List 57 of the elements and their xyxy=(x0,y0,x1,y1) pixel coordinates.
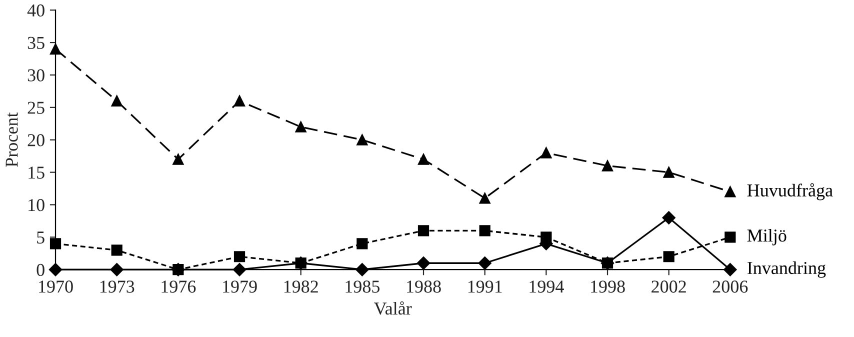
point xyxy=(295,121,306,132)
point xyxy=(540,147,552,158)
x-tick-label: 1985 xyxy=(346,280,380,293)
point xyxy=(478,256,492,270)
point xyxy=(663,166,674,178)
y-tick-label: 15 xyxy=(28,166,44,179)
point xyxy=(356,134,368,146)
point xyxy=(356,263,369,276)
y-tick-label: 20 xyxy=(28,134,44,146)
point xyxy=(111,95,122,106)
y-tick-label: 25 xyxy=(28,102,44,114)
y-tick-label: 10 xyxy=(28,198,44,212)
series-label: Invandring xyxy=(747,261,826,278)
point xyxy=(356,238,368,250)
point xyxy=(663,251,674,262)
x-tick-label: 1976 xyxy=(162,280,196,293)
point xyxy=(50,43,62,55)
point xyxy=(479,225,490,236)
point xyxy=(418,154,430,165)
point xyxy=(479,192,490,204)
point xyxy=(540,232,552,243)
y-tick-label: 35 xyxy=(28,36,44,49)
x-tick-label: 1988 xyxy=(407,280,441,293)
point xyxy=(50,238,62,250)
point xyxy=(602,258,614,269)
x-axis-title: Valår xyxy=(374,301,412,315)
point xyxy=(110,263,124,276)
x-tick-label: 2006 xyxy=(712,280,748,293)
y-axis-title: Procent xyxy=(6,112,18,167)
point xyxy=(234,251,246,262)
point xyxy=(662,211,676,224)
series-label: Miljö xyxy=(747,228,786,246)
point xyxy=(418,225,430,236)
point xyxy=(232,263,246,276)
y-tick-label: 5 xyxy=(37,232,44,244)
x-tick-label: 2002 xyxy=(652,280,686,293)
y-tick-label: 40 xyxy=(27,4,44,17)
point xyxy=(602,160,614,172)
point xyxy=(234,95,246,106)
x-tick-label: 1998 xyxy=(591,280,625,293)
series-label: Huvudfråga xyxy=(747,183,833,200)
x-tick-label: 1973 xyxy=(100,280,134,293)
x-tick-label: 1979 xyxy=(223,280,257,293)
point xyxy=(724,232,736,243)
x-tick-label: 1994 xyxy=(530,280,564,293)
point xyxy=(724,263,737,276)
y-tick-label: 30 xyxy=(28,69,44,82)
point xyxy=(295,258,306,269)
point xyxy=(111,244,122,256)
point xyxy=(416,256,430,270)
x-tick-label: 1970 xyxy=(39,280,73,293)
point xyxy=(172,154,184,165)
point xyxy=(48,263,62,276)
point xyxy=(724,186,736,198)
x-tick-label: 1982 xyxy=(284,280,318,293)
x-tick-label: 1991 xyxy=(468,280,502,293)
y-tick-label: 0 xyxy=(36,264,44,276)
